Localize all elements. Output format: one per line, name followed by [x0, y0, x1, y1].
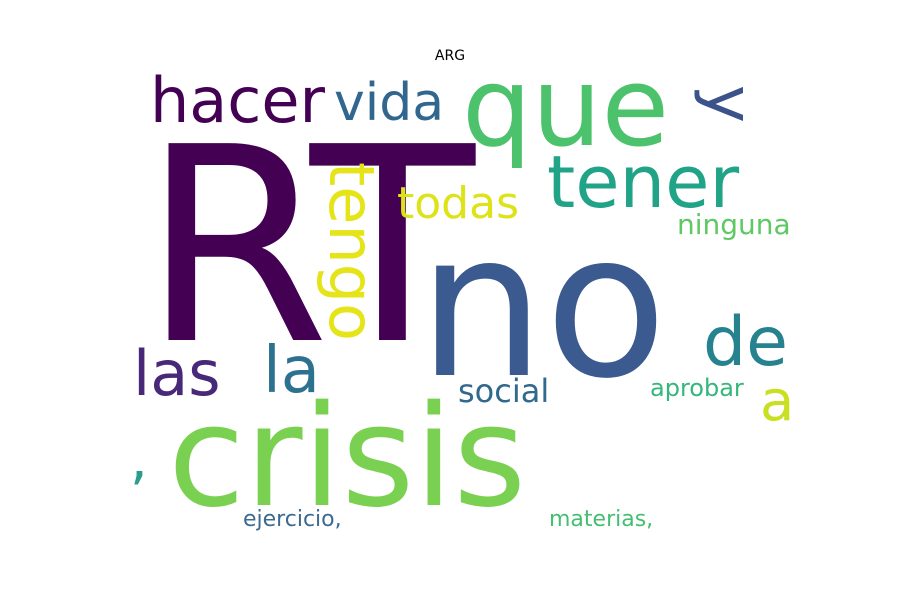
word-aprobar: aprobar [650, 374, 744, 402]
word-RT: RT [142, 89, 479, 404]
word-tener: tener [547, 140, 739, 224]
word-social: social [458, 372, 549, 410]
word-tengo: tengo [315, 162, 388, 341]
word-vida: vida [334, 73, 444, 133]
word-ejercicio: ejercicio, [243, 507, 342, 532]
word-crisis: crisis [168, 376, 526, 539]
word-todas: todas [397, 178, 519, 229]
word-y: y [692, 85, 766, 123]
word-la: la [263, 334, 320, 408]
word-de: de [703, 303, 788, 382]
word-las: las [133, 337, 221, 410]
chart-title: ARG [434, 48, 466, 64]
word-hacer: hacer [150, 64, 326, 137]
word-materias: materias, [549, 507, 653, 532]
word-comma: , [130, 427, 148, 492]
word-a: a [760, 369, 794, 434]
word-que: que [462, 43, 669, 171]
word-no: no [418, 190, 667, 423]
word-ninguna: ninguna [677, 208, 791, 241]
